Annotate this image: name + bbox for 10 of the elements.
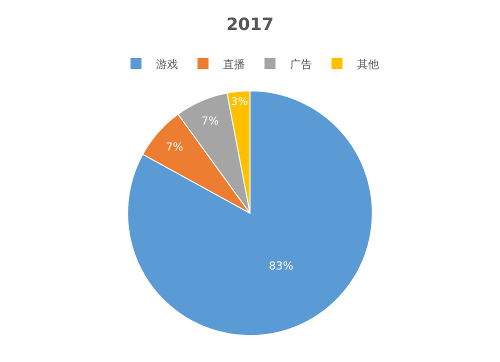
pie-slice <box>127 90 373 336</box>
legend-label: 直播 <box>223 58 245 71</box>
legend-label: 游戏 <box>156 58 178 71</box>
chart-title: 2017 <box>226 15 274 35</box>
data-label: 83% <box>268 259 294 272</box>
legend-label: 广告 <box>290 58 312 71</box>
data-label: 3% <box>231 95 248 108</box>
legend-label: 其他 <box>357 58 379 71</box>
data-label: 7% <box>166 140 184 154</box>
data-label: 7% <box>201 114 219 128</box>
